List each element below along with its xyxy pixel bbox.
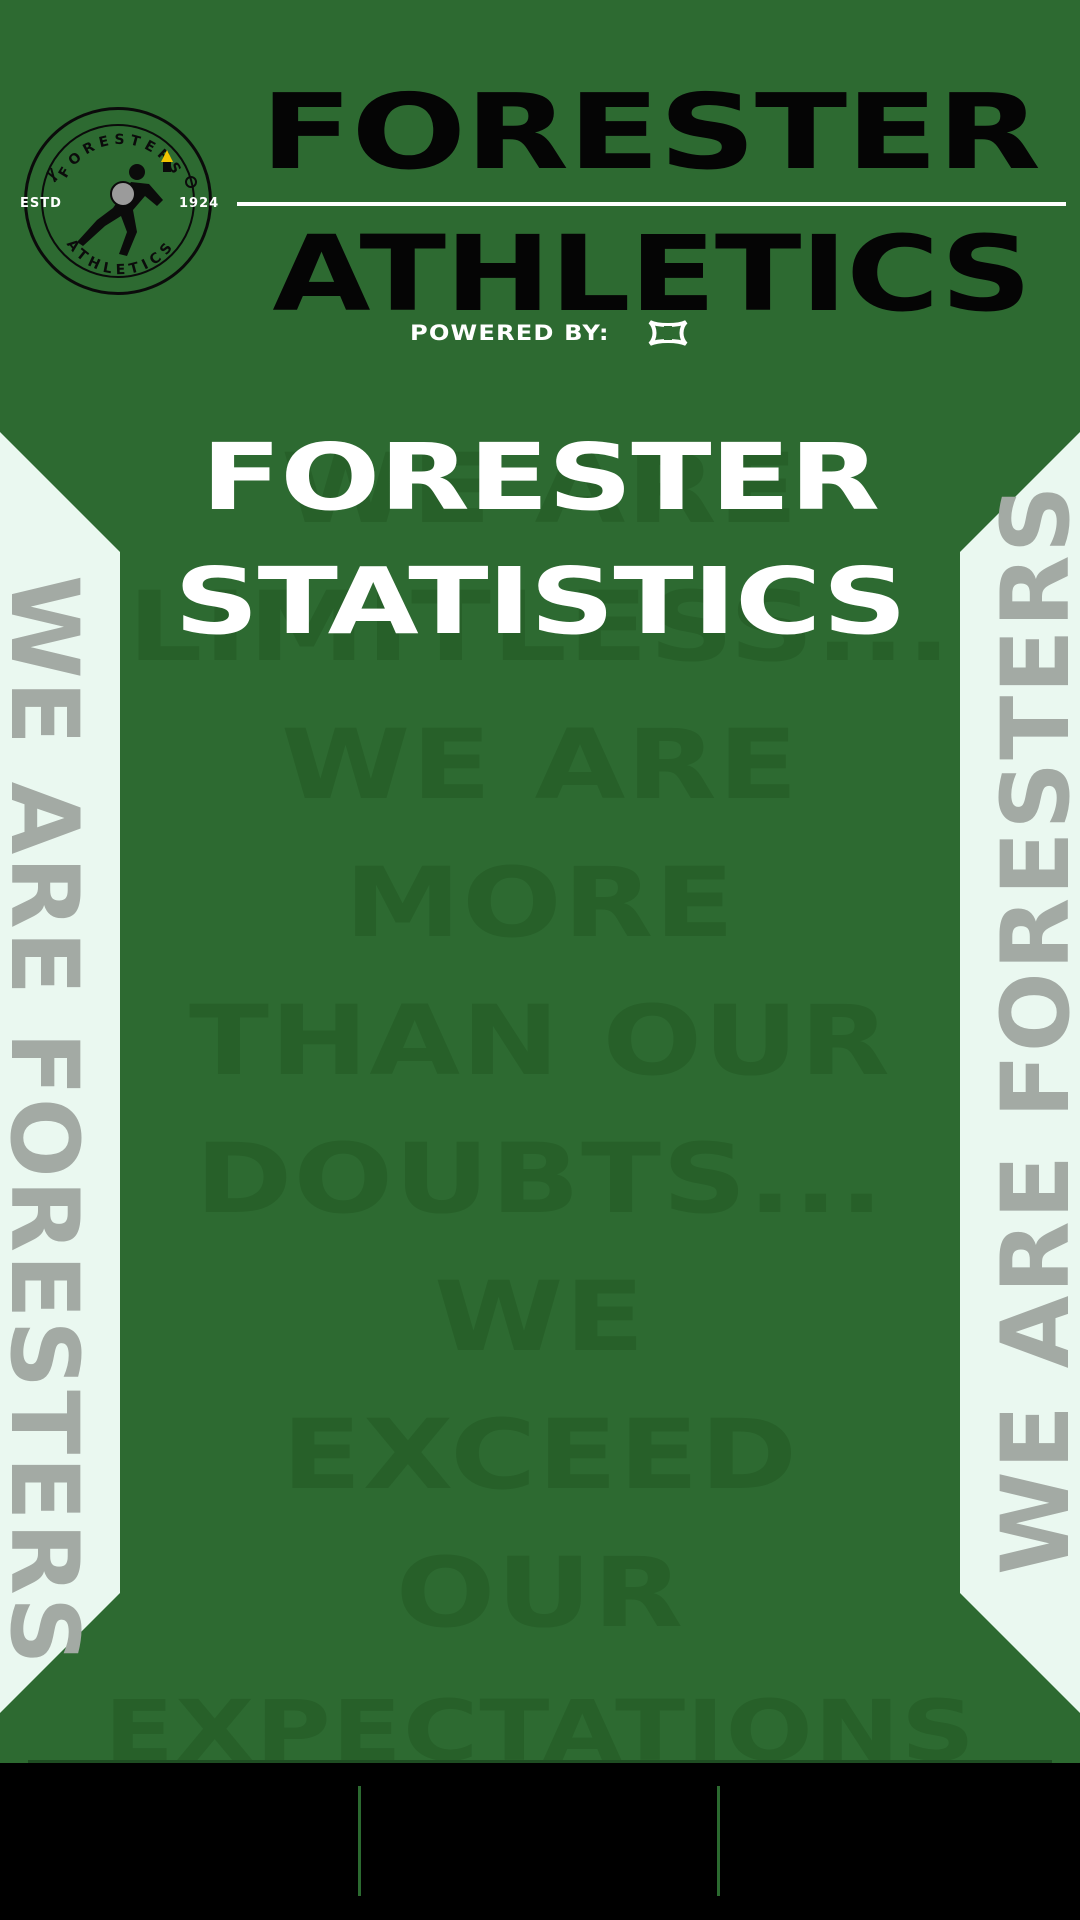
watermark-line: OUR <box>395 1537 685 1649</box>
watermark-line: WE ARE <box>280 433 800 545</box>
watermark-line: WE ARE <box>280 709 800 821</box>
bottom-bar-divider-left <box>358 1786 361 1896</box>
watermark-line: EXCEED <box>281 1399 799 1511</box>
powered-by-label: POWERED BY: <box>410 321 610 345</box>
watermark-line: LIMITLESS... <box>127 571 953 683</box>
runner-logo-icon: FORESTERS ATHLETICS <box>46 132 197 278</box>
logo-year-label: 1924 <box>179 196 220 211</box>
watermark-motto: WE ARE LIMITLESS... WE ARE MORE THAN OUR… <box>0 420 1080 1800</box>
title-divider <box>237 202 1066 206</box>
foresters-athletics-logo: FORESTERS ATHLETICS <box>24 107 212 295</box>
right-side-panel <box>960 432 1080 1713</box>
bottom-bar-divider-right <box>717 1786 720 1896</box>
watermark-line: WE <box>434 1261 646 1373</box>
bottom-bar <box>0 1763 1080 1920</box>
watermark-line: MORE <box>344 847 736 959</box>
watermark-line: DOUBTS... <box>195 1123 885 1235</box>
watermark-line: THAN OUR <box>189 985 891 1097</box>
brand-title-line1: FORESTER <box>260 71 1041 193</box>
stats-heading-line2: STATISTICS <box>174 548 907 655</box>
bottom-divider-line <box>28 1760 1052 1763</box>
left-side-panel <box>0 432 120 1713</box>
stats-heading-line1: FORESTER <box>201 424 880 531</box>
logo-estd-label: ESTD <box>20 196 62 211</box>
left-side-text: WE ARE FORESTERS <box>0 575 98 1667</box>
brand-title-line2: ATHLETICS <box>272 213 1031 335</box>
under-armour-logo-icon <box>648 320 688 346</box>
